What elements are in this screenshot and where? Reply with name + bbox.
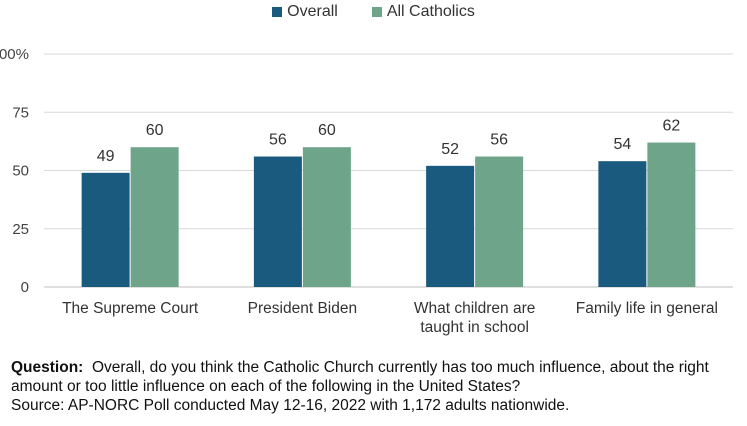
x-tick-label: What children are (414, 300, 535, 317)
chart-note: Question: Overall, do you think the Cath… (11, 358, 741, 415)
data-label: 60 (146, 122, 164, 139)
y-tick-label: 50 (12, 163, 29, 180)
source-text: Source: AP-NORC Poll conducted May 12-16… (11, 397, 570, 414)
data-label: 62 (662, 118, 680, 135)
data-label: 60 (318, 122, 336, 139)
legend-label-all-catholics: All Catholics (386, 3, 475, 20)
y-tick-label: 100% (0, 46, 29, 63)
legend-swatch-overall (272, 7, 283, 17)
bar (598, 161, 647, 287)
bar (302, 147, 351, 287)
data-label: 52 (441, 141, 459, 158)
question-body: Overall, do you think the Catholic Churc… (11, 359, 709, 395)
x-tick-label: The Supreme Court (62, 300, 199, 317)
question-label: Question: (11, 359, 84, 376)
bar (475, 156, 524, 287)
x-tick-label: President Biden (248, 300, 357, 317)
bar (426, 165, 475, 287)
data-label: 56 (269, 132, 287, 149)
y-tick-label: 75 (12, 104, 29, 121)
legend-item-overall: Overall (272, 3, 338, 21)
bar-chart: 0 25 50 75 100% 49 60 The Supreme Court 56 60 Pres… (0, 46, 733, 336)
legend-swatch-all-catholics (371, 7, 382, 17)
x-tick-label: taught in school (420, 319, 529, 336)
legend-label-overall: Overall (287, 3, 338, 20)
question-text: Question: Overall, do you think the Cath… (11, 358, 741, 396)
data-label: 56 (490, 132, 508, 149)
bar (647, 142, 696, 287)
data-label: 54 (613, 136, 631, 153)
bar (130, 147, 179, 287)
y-tick-label: 0 (21, 279, 29, 296)
y-tick-label: 25 (12, 221, 29, 238)
bar (253, 156, 302, 287)
bar (81, 172, 130, 287)
x-tick-label: Family life in general (576, 300, 718, 317)
legend: Overall All Catholics (0, 3, 747, 21)
data-label: 49 (97, 148, 115, 165)
legend-item-all-catholics: All Catholics (371, 3, 475, 21)
